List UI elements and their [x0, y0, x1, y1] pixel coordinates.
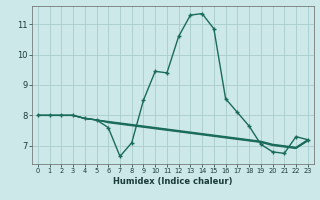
X-axis label: Humidex (Indice chaleur): Humidex (Indice chaleur) [113, 177, 233, 186]
